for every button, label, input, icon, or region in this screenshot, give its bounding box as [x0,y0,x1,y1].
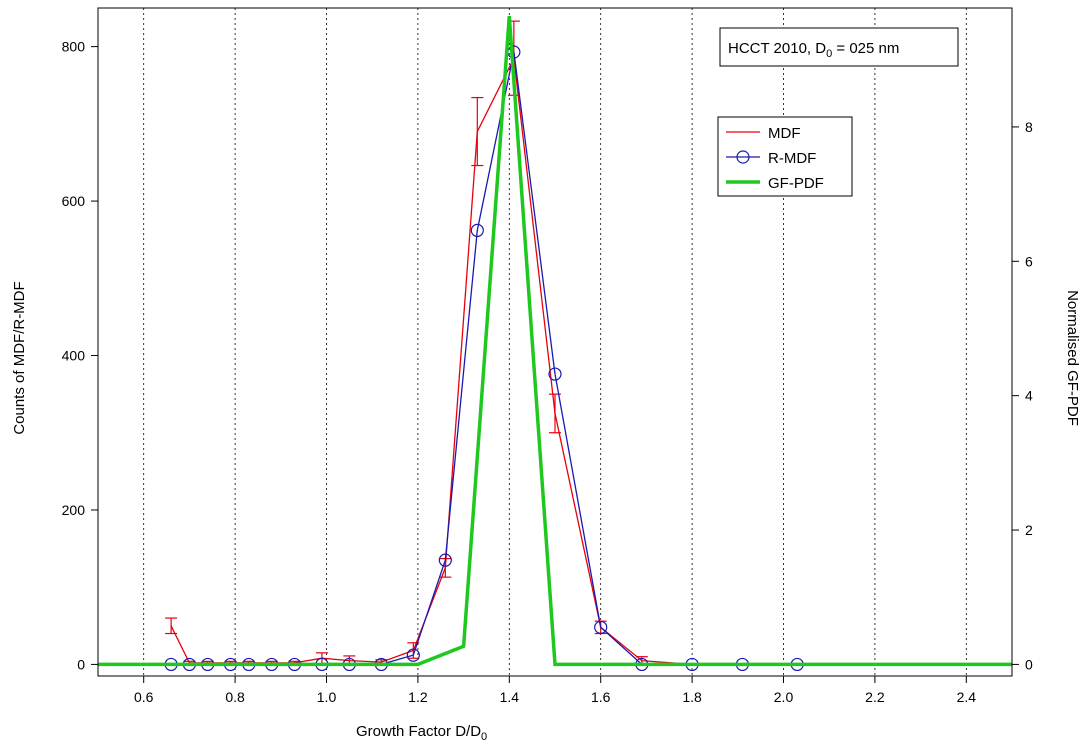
y2-tick-label-1: 2 [1025,522,1033,538]
legend: MDF R-MDF GF-PDF [717,116,853,197]
x-tick-label-0: 0.6 [134,689,154,705]
x-tick-label-8: 2.2 [865,689,885,705]
x-tick-label-6: 1.8 [682,689,702,705]
y2-axis-label: Normalised GF-PDF [1064,290,1081,426]
y2-tick-label-4: 8 [1025,119,1033,135]
plot-frame [97,7,1013,677]
y2-tick-label-2: 4 [1025,388,1033,404]
point-r-mdf-15 [594,620,608,634]
legend-item-mdf: MDF [726,125,801,142]
error-bar-mdf-12 [471,96,484,167]
legend-label-mdf: MDF [768,125,801,142]
x-tick-label-5: 1.6 [591,689,611,705]
series-line-gf-pdf [98,15,1012,667]
annotation-box: HCCT 2010, D0 = 025 nm [719,27,959,67]
legend-item-r-mdf: R-MDF [726,150,816,167]
x-axis-label: Growth Factor D/D0 [356,723,487,743]
y-tick-label-2: 400 [62,348,86,364]
x-tick-label-7: 2.0 [774,689,794,705]
point-r-mdf-11 [438,553,452,567]
y-tick-label-3: 600 [62,193,86,209]
x-tick-label-1: 0.8 [225,689,245,705]
legend-marker-r-mdf [736,150,750,164]
legend-label-gf-pdf: GF-PDF [768,175,824,192]
point-r-mdf-10 [406,648,420,662]
axes: 0.6 0.8 1.0 1.2 1.4 1.6 1.8 2.0 2.2 2.4 0 200 400 600… [62,7,1033,705]
x-tick-label-2: 1.0 [317,689,337,705]
y2-tick-label-3: 6 [1025,253,1033,269]
legend-item-gf-pdf: GF-PDF [726,175,824,192]
y-tick-label-1: 200 [62,502,86,518]
y-tick-label-0: 0 [77,656,85,672]
x-tick-label-3: 1.2 [408,689,428,705]
point-r-mdf-12 [470,223,484,238]
x-tick-label-9: 2.4 [957,689,977,705]
x-tick-label-4: 1.4 [500,689,520,705]
y2-tick-label-0: 0 [1025,656,1033,672]
legend-label-r-mdf: R-MDF [768,150,816,167]
series-layer [98,15,1012,672]
grid-lines [143,8,967,676]
annotation-text: HCCT 2010, D0 = 025 nm [728,40,899,60]
error-bar-mdf-0 [165,617,178,635]
y-axis-label: Counts of MDF/R-MDF [11,281,28,434]
point-r-mdf-14 [548,367,562,381]
y-tick-label-4: 800 [62,39,86,55]
